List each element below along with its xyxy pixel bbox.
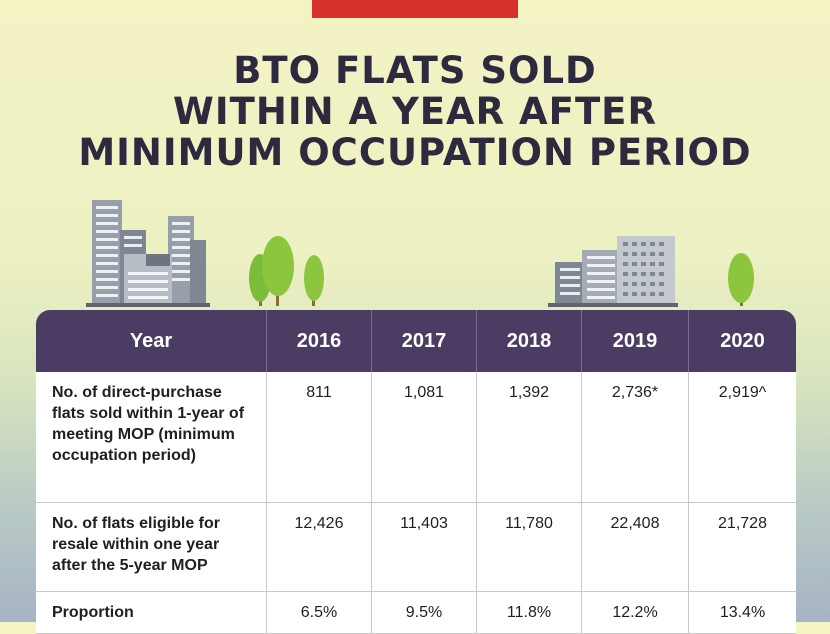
table-cell: 11,780: [477, 503, 582, 592]
row-label-flats-sold: No. of direct-purchase flats sold within…: [36, 372, 267, 503]
top-red-banner: [312, 0, 518, 18]
row-label-proportion: Proportion: [36, 592, 267, 634]
table-cell: 21,728: [689, 503, 796, 592]
header-year-2016: 2016: [267, 310, 372, 372]
title-line-3: MINIMUM OCCUPATION PERIOD: [78, 131, 752, 174]
table-row: No. of direct-purchase flats sold within…: [36, 372, 796, 503]
table-row: No. of flats eligible for resale within …: [36, 503, 796, 592]
table-cell: 22,408: [582, 503, 689, 592]
table-cell: 12.2%: [582, 592, 689, 634]
table-row: Proportion 6.5% 9.5% 11.8% 12.2% 13.4%: [36, 592, 796, 634]
right-tree-icon: [728, 253, 754, 306]
row-label-flats-eligible: No. of flats eligible for resale within …: [36, 503, 267, 592]
header-year-2017: 2017: [372, 310, 477, 372]
page-title: BTO FLATS SOLD WITHIN A YEAR AFTER MINIM…: [0, 50, 830, 173]
table-cell: 811: [267, 372, 372, 503]
header-year-2019: 2019: [582, 310, 689, 372]
table-cell: 12,426: [267, 503, 372, 592]
table-cell: 2,919^: [689, 372, 796, 503]
city-illustration: [86, 200, 754, 307]
table-cell: 13.4%: [689, 592, 796, 634]
table-cell: 11,403: [372, 503, 477, 592]
header-year-label: Year: [36, 310, 267, 372]
bto-data-table: Year 2016 2017 2018 2019 2020 No. of dir…: [36, 310, 796, 634]
title-line-2: WITHIN A YEAR AFTER: [173, 90, 657, 133]
header-year-2018: 2018: [477, 310, 582, 372]
left-buildings-icon: [86, 200, 210, 307]
table-header-row: Year 2016 2017 2018 2019 2020: [36, 310, 796, 372]
table-cell: 2,736*: [582, 372, 689, 503]
header-year-2020: 2020: [689, 310, 796, 372]
table-cell: 1,392: [477, 372, 582, 503]
table-cell: 1,081: [372, 372, 477, 503]
title-line-1: BTO FLATS SOLD: [233, 49, 597, 92]
left-trees-icon: [249, 236, 324, 306]
table-cell: 6.5%: [267, 592, 372, 634]
table-cell: 9.5%: [372, 592, 477, 634]
table-cell: 11.8%: [477, 592, 582, 634]
right-buildings-icon: [548, 236, 678, 307]
